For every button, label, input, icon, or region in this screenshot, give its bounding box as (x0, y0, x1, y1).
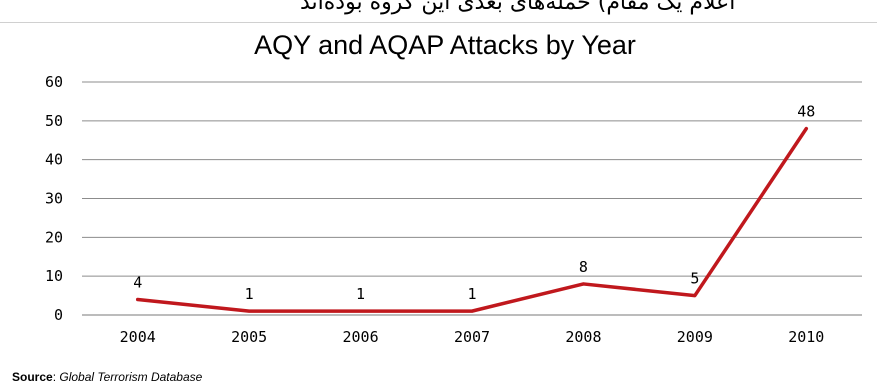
x-tick-label: 2010 (788, 328, 824, 346)
series-line-group (135, 126, 809, 313)
source-label: Source (12, 370, 53, 384)
y-tick-label: 50 (45, 112, 63, 130)
x-tick-label: 2005 (231, 328, 267, 346)
chart-title: AQY and AQAP Attacks by Year (254, 30, 636, 60)
chart-frame (0, 22, 877, 388)
y-tick-label: 20 (45, 228, 63, 246)
x-tick-label: 2008 (565, 328, 601, 346)
data-label: 8 (579, 258, 588, 276)
x-tick-label: 2006 (343, 328, 379, 346)
y-tick-label: 30 (45, 190, 63, 208)
data-label: 1 (467, 285, 476, 303)
y-axis-tick-labels: 0 10 20 30 40 50 60 (45, 73, 63, 324)
x-axis-tick-labels: 2004 2005 2006 2007 2008 2009 2010 (120, 328, 825, 346)
data-label: 1 (356, 285, 365, 303)
y-tick-label: 60 (45, 73, 63, 91)
series-line (135, 126, 809, 313)
gridlines (82, 81, 862, 316)
data-label: 1 (245, 285, 254, 303)
data-label: 48 (797, 103, 815, 121)
x-tick-label: 2004 (120, 328, 156, 346)
data-label: 5 (690, 270, 699, 288)
x-tick-label: 2007 (454, 328, 490, 346)
source-colon: : (52, 370, 57, 384)
overlay-caption-text: اعلام یک مقام) حمله‌های بعدی این گروه بو… (0, 0, 877, 22)
source-note: Source: Global Terrorism Database (12, 370, 202, 384)
source-value: Global Terrorism Database (59, 370, 203, 384)
x-tick-label: 2009 (677, 328, 713, 346)
y-tick-label: 40 (45, 151, 63, 169)
data-label: 4 (133, 273, 142, 291)
y-tick-label: 10 (45, 267, 63, 285)
y-tick-label: 0 (54, 306, 63, 324)
overlay-caption: اعلام یک مقام) حمله‌های بعدی این گروه بو… (300, 0, 736, 15)
